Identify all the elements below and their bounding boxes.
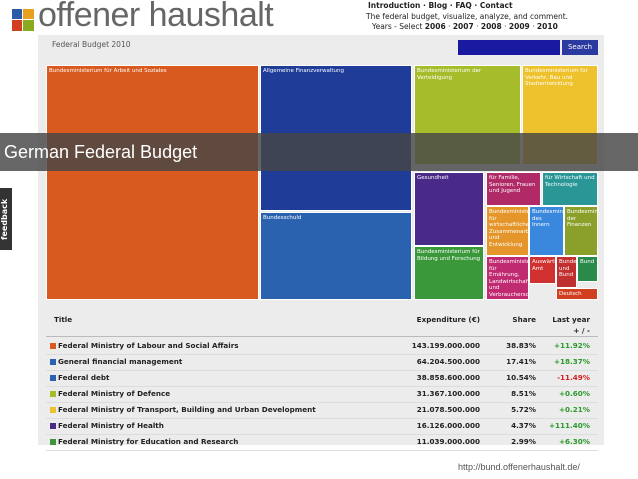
year-link[interactable]: 2007 <box>452 22 474 31</box>
nav-link[interactable]: FAQ <box>455 1 472 10</box>
cell-value: +18.37% <box>554 357 590 366</box>
row-title[interactable]: Federal Ministry for Education and Resea… <box>58 437 239 446</box>
treemap-cell: Bund <box>577 256 598 282</box>
treemap-cell: Bundesministerium und Bund <box>556 256 577 288</box>
row-icon <box>50 343 56 349</box>
column-header: Expenditure (€) <box>416 315 480 324</box>
separator: · <box>501 22 509 31</box>
cell-value: 38.83% <box>506 341 536 350</box>
nav-link[interactable]: Introduction <box>368 1 421 10</box>
row-icon <box>50 375 56 381</box>
cell-value: 16.126.000.000 <box>416 421 480 430</box>
table-row: General financial management 64.204.500.0… <box>46 354 598 371</box>
treemap-cell: Deutsch <box>556 288 598 300</box>
table-row: Federal Ministry of Labour and Social Af… <box>46 338 598 355</box>
treemap-cell: für Familie, Senioren, Frauen und Jugend <box>486 172 541 206</box>
cell-value: +111.40% <box>549 421 590 430</box>
footer-url: http://bund.offenerhaushalt.de/ <box>458 462 580 472</box>
nav-link[interactable]: Blog <box>428 1 448 10</box>
cell-value: 2.99% <box>511 437 536 446</box>
table-header: Title Expenditure (€) Share Last year + / - <box>46 312 598 337</box>
table-row: Federal Ministry of Health 16.126.000.000… <box>46 418 598 435</box>
year-link[interactable]: 2009 <box>508 22 530 31</box>
year-link[interactable]: 2010 <box>536 22 558 31</box>
cell-value: +11.92% <box>554 341 590 350</box>
treemap-cell: Bundesministerium für Arbeit und Soziale… <box>46 65 259 300</box>
column-header: Share <box>512 315 536 324</box>
treemap-cell: Bundesschuld <box>260 212 412 300</box>
cell-value: 64.204.500.000 <box>416 357 480 366</box>
search-button[interactable]: Search <box>562 40 598 55</box>
separator: · <box>473 22 481 31</box>
search-input[interactable] <box>458 40 560 55</box>
row-icon <box>50 391 56 397</box>
separator: · <box>447 1 456 10</box>
cell-value: -11.49% <box>557 373 590 382</box>
column-header: Title <box>54 315 73 324</box>
tagline: The federal budget, visualize, analyze, … <box>366 12 569 21</box>
row-title[interactable]: Federal debt <box>58 373 110 382</box>
treemap: Bundesministerium für Arbeit und Soziale… <box>46 65 598 300</box>
row-title[interactable]: Federal Ministry of Transport, Building … <box>58 405 316 414</box>
treemap-cell: Auswärtiges Amt <box>529 256 556 284</box>
separator: · <box>471 1 480 10</box>
table-row: Federal debt 38.858.600.000 10.54% -11.49% <box>46 370 598 387</box>
years: Years - Select 2006 · 2007 · 2008 · 2009… <box>372 22 558 31</box>
table-row: Federal Ministry of Defence 31.367.100.00… <box>46 386 598 403</box>
cell-value: 21.078.500.000 <box>416 405 480 414</box>
table-row: Federal Ministry of Transport, Building … <box>46 402 598 419</box>
years-label: Years - Select <box>372 22 423 31</box>
column-header: Last year + / - <box>552 315 590 335</box>
logo-icon <box>12 9 34 31</box>
separator: · <box>529 22 537 31</box>
cell-value: +0.60% <box>559 389 590 398</box>
logo: offener haushalt <box>38 0 274 34</box>
row-icon <box>50 359 56 365</box>
treemap-cell: Bundesministerium der Finanzen <box>564 206 598 256</box>
row-title[interactable]: Federal Ministry of Defence <box>58 389 171 398</box>
cell-value: 17.41% <box>506 357 536 366</box>
cell-value: 10.54% <box>506 373 536 382</box>
panel-title: Federal Budget 2010 <box>52 40 131 49</box>
banner: German Federal Budget <box>0 133 638 171</box>
year-link[interactable]: 2006 <box>424 22 446 31</box>
cell-value: 4.37% <box>511 421 536 430</box>
cell-value: 8.51% <box>511 389 536 398</box>
nav-link[interactable]: Contact <box>479 1 513 10</box>
treemap-cell: Bundesministerium für wirtschaftliche Zu… <box>486 206 529 256</box>
cell-value: 11.039.000.000 <box>416 437 480 446</box>
row-icon <box>50 423 56 429</box>
treemap-cell: Bundesministerium für Ernährung, Landwir… <box>486 256 529 300</box>
treemap-cell: Gesundheit <box>414 172 484 246</box>
treemap-cell: für Wirtschaft und Technologie <box>542 172 598 206</box>
table-row: Federal Ministry for Education and Resea… <box>46 434 598 451</box>
row-icon <box>50 407 56 413</box>
cell-value: 143.199.000.000 <box>411 341 480 350</box>
cell-value: 38.858.600.000 <box>416 373 480 382</box>
row-icon <box>50 439 56 445</box>
feedback-tab[interactable]: feedback <box>0 188 12 250</box>
cell-value: 31.367.100.000 <box>416 389 480 398</box>
cell-value: +6.30% <box>559 437 590 446</box>
nav: Introduction · Blog · FAQ · Contact <box>368 1 513 10</box>
cell-value: +0.21% <box>559 405 590 414</box>
row-title[interactable]: General financial management <box>58 357 183 366</box>
cell-value: 5.72% <box>511 405 536 414</box>
treemap-cell: Bundesministerium für Bildung und Forsch… <box>414 246 484 300</box>
separator: · <box>445 22 453 31</box>
row-title[interactable]: Federal Ministry of Labour and Social Af… <box>58 341 239 350</box>
separator: · <box>420 1 429 10</box>
year-link[interactable]: 2008 <box>480 22 502 31</box>
treemap-cell: Bundesministerium des Innern <box>529 206 564 256</box>
row-title[interactable]: Federal Ministry of Health <box>58 421 164 430</box>
